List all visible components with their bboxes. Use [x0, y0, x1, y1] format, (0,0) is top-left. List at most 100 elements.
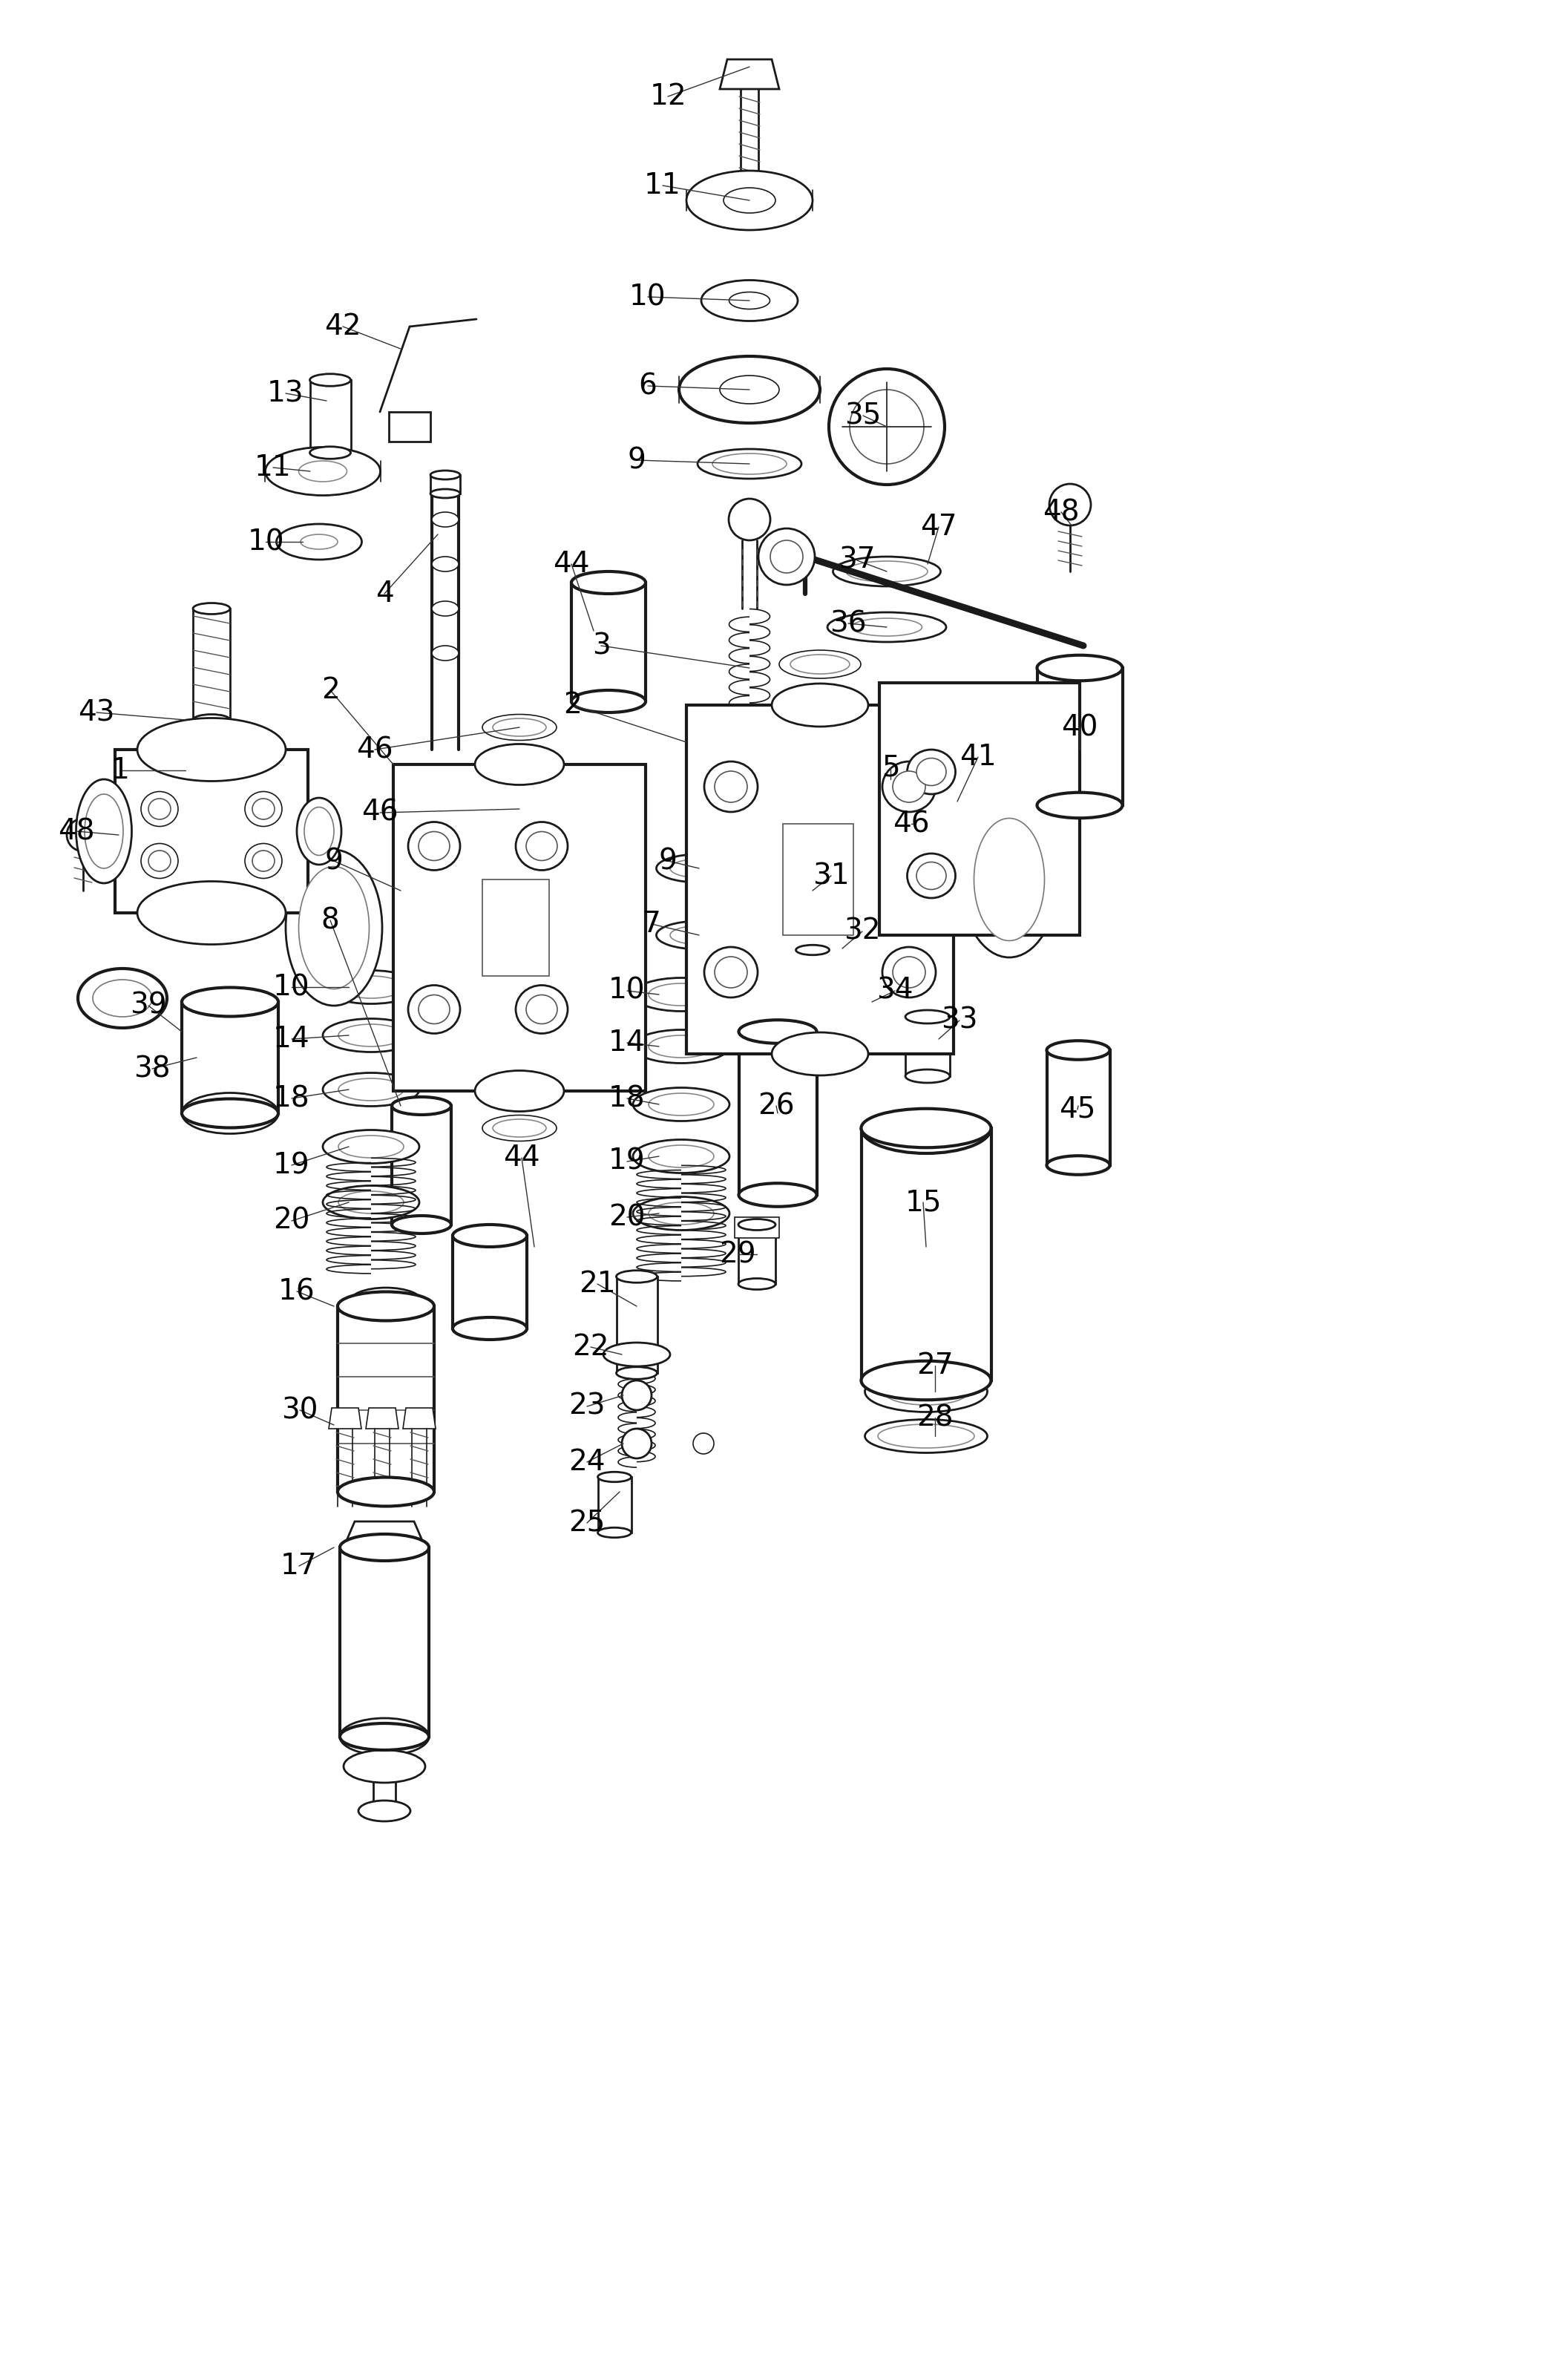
Text: 21: 21: [579, 1269, 616, 1297]
Circle shape: [67, 818, 99, 852]
Bar: [337, 1307, 434, 1492]
Ellipse shape: [348, 1288, 423, 1316]
Ellipse shape: [704, 946, 757, 999]
Bar: [182, 1001, 278, 1112]
Bar: [597, 1478, 632, 1532]
Circle shape: [622, 1428, 652, 1459]
Ellipse shape: [715, 956, 748, 987]
Ellipse shape: [818, 942, 859, 956]
Ellipse shape: [339, 1025, 403, 1046]
Ellipse shape: [408, 823, 459, 871]
Ellipse shape: [698, 448, 801, 479]
Bar: [739, 1224, 776, 1283]
Ellipse shape: [905, 1010, 950, 1022]
Text: 31: 31: [812, 861, 850, 890]
Ellipse shape: [149, 799, 171, 818]
Ellipse shape: [252, 852, 274, 871]
Text: 27: 27: [917, 1352, 953, 1381]
Ellipse shape: [527, 833, 557, 861]
Text: 46: 46: [356, 735, 394, 764]
Bar: [1047, 1051, 1110, 1165]
Ellipse shape: [323, 1072, 419, 1105]
Text: 36: 36: [829, 610, 867, 638]
Ellipse shape: [323, 1186, 419, 1219]
Ellipse shape: [633, 977, 729, 1010]
Ellipse shape: [182, 1093, 278, 1134]
Text: 23: 23: [569, 1392, 605, 1421]
Bar: [739, 1032, 817, 1195]
Text: 20: 20: [608, 1203, 646, 1231]
Ellipse shape: [340, 1717, 430, 1755]
Text: 15: 15: [905, 1188, 941, 1217]
Ellipse shape: [649, 1203, 713, 1224]
Ellipse shape: [1047, 1041, 1110, 1060]
Text: 10: 10: [248, 527, 284, 555]
Bar: [687, 704, 953, 1053]
Ellipse shape: [649, 1034, 713, 1058]
Ellipse shape: [339, 1136, 403, 1158]
Ellipse shape: [828, 612, 946, 643]
Ellipse shape: [301, 534, 337, 550]
Text: 2: 2: [321, 676, 339, 704]
Bar: [735, 1217, 779, 1238]
Text: 14: 14: [273, 1025, 310, 1053]
Ellipse shape: [475, 1070, 564, 1112]
Ellipse shape: [265, 448, 381, 496]
Ellipse shape: [245, 792, 282, 825]
Ellipse shape: [337, 1478, 434, 1506]
Ellipse shape: [1036, 655, 1123, 681]
Ellipse shape: [916, 759, 946, 785]
Bar: [782, 823, 853, 935]
Ellipse shape: [182, 1098, 278, 1127]
Ellipse shape: [908, 750, 955, 795]
Ellipse shape: [182, 987, 278, 1018]
Ellipse shape: [974, 818, 1044, 942]
Polygon shape: [343, 1520, 425, 1547]
Text: 43: 43: [78, 697, 114, 726]
Circle shape: [829, 370, 944, 484]
Ellipse shape: [340, 1724, 430, 1751]
Text: 30: 30: [281, 1397, 318, 1423]
Ellipse shape: [431, 512, 458, 527]
Ellipse shape: [408, 984, 459, 1034]
Text: 9: 9: [659, 847, 677, 875]
Ellipse shape: [633, 1198, 729, 1231]
Ellipse shape: [649, 1146, 713, 1167]
Circle shape: [729, 498, 770, 541]
Ellipse shape: [961, 802, 1057, 958]
Text: 19: 19: [273, 1150, 310, 1179]
Ellipse shape: [670, 859, 728, 878]
Ellipse shape: [419, 833, 450, 861]
Text: 24: 24: [569, 1447, 605, 1475]
Ellipse shape: [712, 453, 787, 474]
Polygon shape: [720, 59, 779, 90]
Ellipse shape: [245, 844, 282, 878]
Text: 42: 42: [325, 313, 361, 342]
Ellipse shape: [340, 1535, 430, 1561]
Ellipse shape: [739, 1279, 776, 1290]
Bar: [797, 873, 829, 951]
Ellipse shape: [771, 683, 869, 726]
Bar: [905, 1018, 950, 1077]
Ellipse shape: [339, 1079, 403, 1101]
Ellipse shape: [430, 470, 459, 479]
Ellipse shape: [141, 792, 179, 825]
Ellipse shape: [453, 1224, 527, 1248]
Bar: [453, 1236, 527, 1328]
Ellipse shape: [93, 980, 152, 1018]
Text: 7: 7: [643, 911, 660, 937]
Ellipse shape: [797, 944, 829, 956]
Bar: [861, 1129, 991, 1381]
Bar: [571, 584, 646, 702]
Ellipse shape: [298, 866, 368, 989]
Ellipse shape: [571, 572, 646, 593]
Ellipse shape: [310, 375, 351, 387]
Ellipse shape: [797, 868, 829, 878]
Ellipse shape: [847, 562, 928, 581]
Ellipse shape: [431, 600, 458, 617]
Text: 10: 10: [608, 977, 646, 1006]
Bar: [389, 413, 430, 441]
Ellipse shape: [809, 937, 869, 958]
Ellipse shape: [296, 797, 342, 866]
Text: 17: 17: [281, 1551, 317, 1580]
